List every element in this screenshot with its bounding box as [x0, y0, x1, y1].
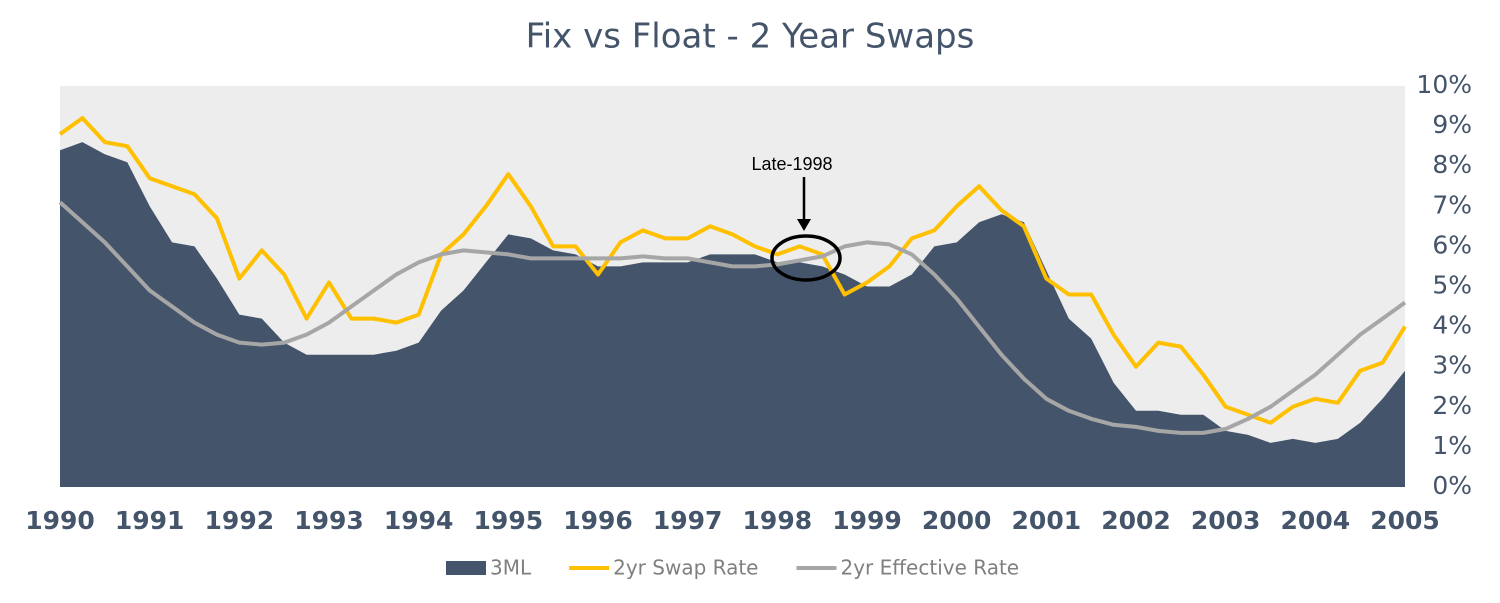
x-tick-label: 1999: [832, 506, 902, 535]
x-tick-label: 2003: [1191, 506, 1261, 535]
x-tick-label: 1994: [384, 506, 454, 535]
area: [60, 142, 1405, 487]
y-tick-label: 10%: [1416, 70, 1472, 99]
y-tick-label: 7%: [1432, 190, 1472, 219]
y-tick-label: 3%: [1432, 351, 1472, 380]
legend-swatch: [446, 561, 486, 575]
x-tick-label: 2002: [1101, 506, 1171, 535]
annotation: Late-1998: [751, 154, 842, 282]
y-tick-label: 4%: [1432, 311, 1472, 340]
x-tick-label: 1998: [743, 506, 813, 535]
y-tick-label: 2%: [1432, 391, 1472, 420]
annotation-arrowhead: [797, 219, 811, 231]
y-tick-label: 5%: [1432, 271, 1472, 300]
x-tick-label: 1997: [653, 506, 723, 535]
annotation-circle: [770, 234, 842, 282]
y-tick-label: 9%: [1432, 110, 1472, 139]
x-tick-label: 1991: [115, 506, 185, 535]
y-tick-label: 6%: [1432, 230, 1472, 259]
x-tick-label: 1996: [563, 506, 633, 535]
plot-area: [58, 86, 1407, 487]
x-tick-label: 2004: [1281, 506, 1351, 535]
y-tick-label: 0%: [1432, 471, 1472, 500]
chart-title: Fix vs Float - 2 Year Swaps: [526, 17, 975, 57]
y-tick-label: 1%: [1432, 431, 1472, 460]
legend-label: 2yr Effective Rate: [841, 556, 1020, 580]
x-tick-label: 1993: [294, 506, 364, 535]
x-tick-label: 2005: [1370, 506, 1440, 535]
legend-label: 3ML: [490, 556, 532, 580]
y-tick-label: 8%: [1432, 150, 1472, 179]
x-tick-label: 1992: [205, 506, 275, 535]
line: [58, 200, 1407, 435]
x-tick-label: 1990: [25, 506, 95, 535]
legend-label: 2yr Swap Rate: [613, 556, 758, 580]
x-tick-label: 2000: [922, 506, 992, 535]
x-tick-label: 1995: [474, 506, 544, 535]
x-tick-label: 2001: [1012, 506, 1082, 535]
line: [58, 116, 1407, 425]
annotation-text: Late-1998: [751, 154, 832, 174]
